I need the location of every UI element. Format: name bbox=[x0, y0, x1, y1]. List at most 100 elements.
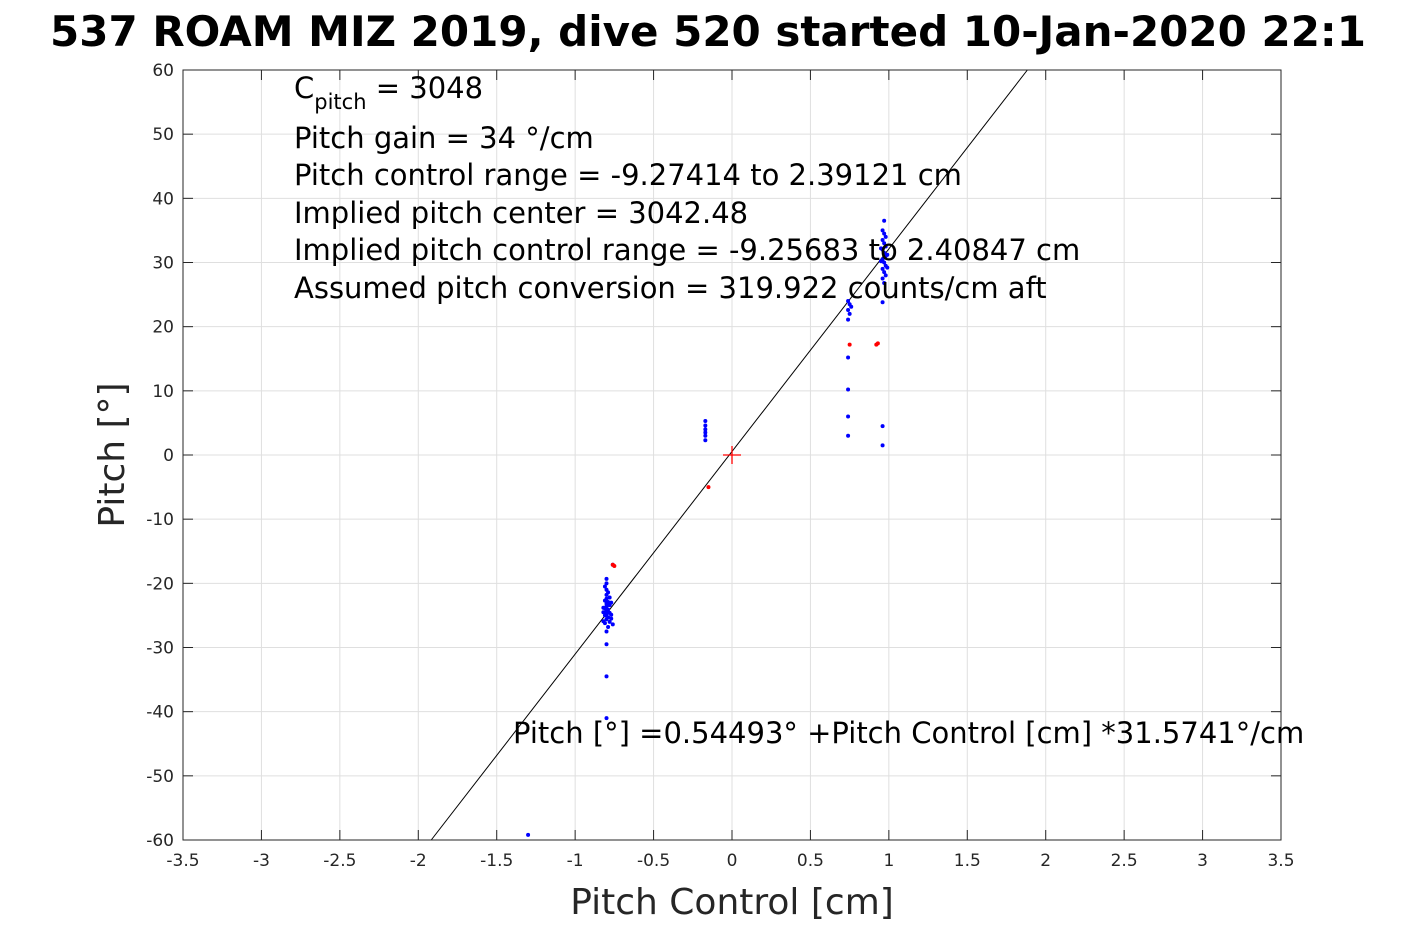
y-tick-label: 20 bbox=[152, 318, 174, 338]
blue-point bbox=[601, 610, 606, 615]
blue-point bbox=[601, 605, 606, 610]
blue-point bbox=[879, 246, 884, 251]
blue-point bbox=[846, 387, 851, 392]
blue-point bbox=[879, 259, 884, 264]
x-tick-label: 1 bbox=[883, 851, 894, 871]
blue-point bbox=[882, 250, 887, 255]
annotation-implied-center: Implied pitch center = 3042.48 bbox=[294, 196, 748, 230]
blue-point bbox=[703, 433, 708, 438]
tick-marks bbox=[182, 69, 1282, 841]
blue-point bbox=[607, 619, 612, 624]
blue-point bbox=[847, 311, 852, 316]
blue-point bbox=[846, 433, 851, 438]
y-tick-label: -50 bbox=[146, 767, 174, 787]
blue-point bbox=[880, 266, 885, 271]
x-tick-label: 1.5 bbox=[954, 851, 981, 871]
grid-lines bbox=[183, 70, 1281, 840]
center-marker-layer bbox=[723, 446, 741, 464]
x-tick-label: 2.5 bbox=[1111, 851, 1138, 871]
blue-point bbox=[606, 615, 611, 620]
blue-point bbox=[604, 576, 609, 581]
blue-point bbox=[880, 424, 885, 429]
blue-point bbox=[604, 581, 609, 586]
blue-point bbox=[610, 622, 615, 627]
y-tick-label: -40 bbox=[146, 703, 174, 723]
y-tick-label: -60 bbox=[146, 831, 174, 851]
blue-point bbox=[846, 355, 851, 360]
blue-point bbox=[609, 600, 614, 605]
blue-point bbox=[604, 612, 609, 617]
y-tick-label: 10 bbox=[152, 382, 174, 402]
x-tick-label: -2.5 bbox=[323, 851, 356, 871]
blue-point bbox=[526, 832, 531, 837]
c-pitch-subscript: pitch bbox=[314, 90, 366, 114]
y-tick-label: 0 bbox=[163, 446, 174, 466]
red-point bbox=[875, 341, 880, 346]
x-tick-label: -0.5 bbox=[637, 851, 670, 871]
x-tick-label: -3 bbox=[253, 851, 270, 871]
blue-point bbox=[604, 716, 609, 721]
annotation-pitch-gain: Pitch gain = 34 °/cm bbox=[294, 121, 594, 155]
y-tick-label: -20 bbox=[146, 574, 174, 594]
blue-point bbox=[609, 616, 614, 621]
red-point bbox=[706, 485, 711, 490]
blue-point bbox=[846, 414, 851, 419]
c-pitch-base: C bbox=[294, 71, 314, 105]
blue-point bbox=[601, 619, 606, 624]
blue-point bbox=[604, 596, 609, 601]
x-tick-label: -3.5 bbox=[166, 851, 199, 871]
c-pitch-value: = 3048 bbox=[367, 71, 484, 105]
blue-point bbox=[847, 302, 852, 307]
blue-point bbox=[846, 317, 851, 322]
blue-point bbox=[882, 241, 887, 246]
annotation-c-pitch: Cpitch = 3048 bbox=[294, 71, 483, 114]
x-tick-label: -1.5 bbox=[480, 851, 513, 871]
y-tick-label: -10 bbox=[146, 510, 174, 530]
y-tick-labels: 60 50 40 30 20 10 0 -10 -20 -30 -40 -50 -60 bbox=[146, 61, 174, 851]
annotation-implied-range: Implied pitch control range = -9.25683 t… bbox=[294, 233, 1080, 267]
annotation-conversion: Assumed pitch conversion = 319.922 count… bbox=[294, 271, 1047, 305]
blue-point bbox=[846, 307, 851, 312]
x-tick-label: 3 bbox=[1197, 851, 1208, 871]
blue-point bbox=[880, 228, 885, 233]
red-point bbox=[847, 342, 852, 347]
blue-point bbox=[885, 252, 890, 257]
blue-point bbox=[606, 624, 611, 629]
annotation-control-range: Pitch control range = -9.27414 to 2.3912… bbox=[294, 158, 962, 192]
blue-point bbox=[703, 427, 708, 432]
blue-point bbox=[882, 270, 887, 275]
blue-point bbox=[602, 584, 607, 589]
blue-point bbox=[882, 281, 887, 286]
blue-point bbox=[604, 629, 609, 634]
plot-area bbox=[182, 69, 1282, 841]
blue-point bbox=[604, 674, 609, 679]
blue-point bbox=[703, 418, 708, 423]
blue-point bbox=[883, 244, 888, 249]
blue-point bbox=[604, 642, 609, 647]
x-tick-label: -2 bbox=[410, 851, 427, 871]
annotation-fit-equation: Pitch [°] =0.54493° +Pitch Control [cm] … bbox=[513, 716, 1304, 750]
y-tick-label: 40 bbox=[152, 189, 174, 209]
x-axis-label: Pitch Control [cm] bbox=[570, 882, 894, 923]
blue-point bbox=[882, 260, 887, 265]
x-tick-label: 3.5 bbox=[1267, 851, 1294, 871]
y-tick-label: 60 bbox=[152, 61, 174, 81]
x-tick-label: 2 bbox=[1040, 851, 1051, 871]
y-axis-label: Pitch [°] bbox=[92, 382, 133, 527]
blue-point bbox=[846, 299, 851, 303]
blue-point bbox=[606, 607, 611, 612]
blue-point bbox=[880, 276, 885, 281]
blue-point bbox=[883, 273, 888, 278]
annotations: Cpitch = 3048 Pitch gain = 34 °/cm Pitch… bbox=[294, 71, 1304, 750]
blue-point bbox=[609, 612, 614, 617]
blue-point bbox=[703, 438, 708, 443]
y-tick-label: 50 bbox=[152, 125, 174, 145]
blue-point bbox=[607, 595, 612, 600]
blue-point bbox=[604, 587, 609, 592]
chart-title: 537 ROAM MIZ 2019, dive 520 started 10-J… bbox=[50, 7, 1366, 56]
blue-point bbox=[882, 218, 887, 223]
blue-point bbox=[882, 231, 887, 236]
blue-point bbox=[703, 430, 708, 435]
blue-point bbox=[880, 300, 885, 305]
